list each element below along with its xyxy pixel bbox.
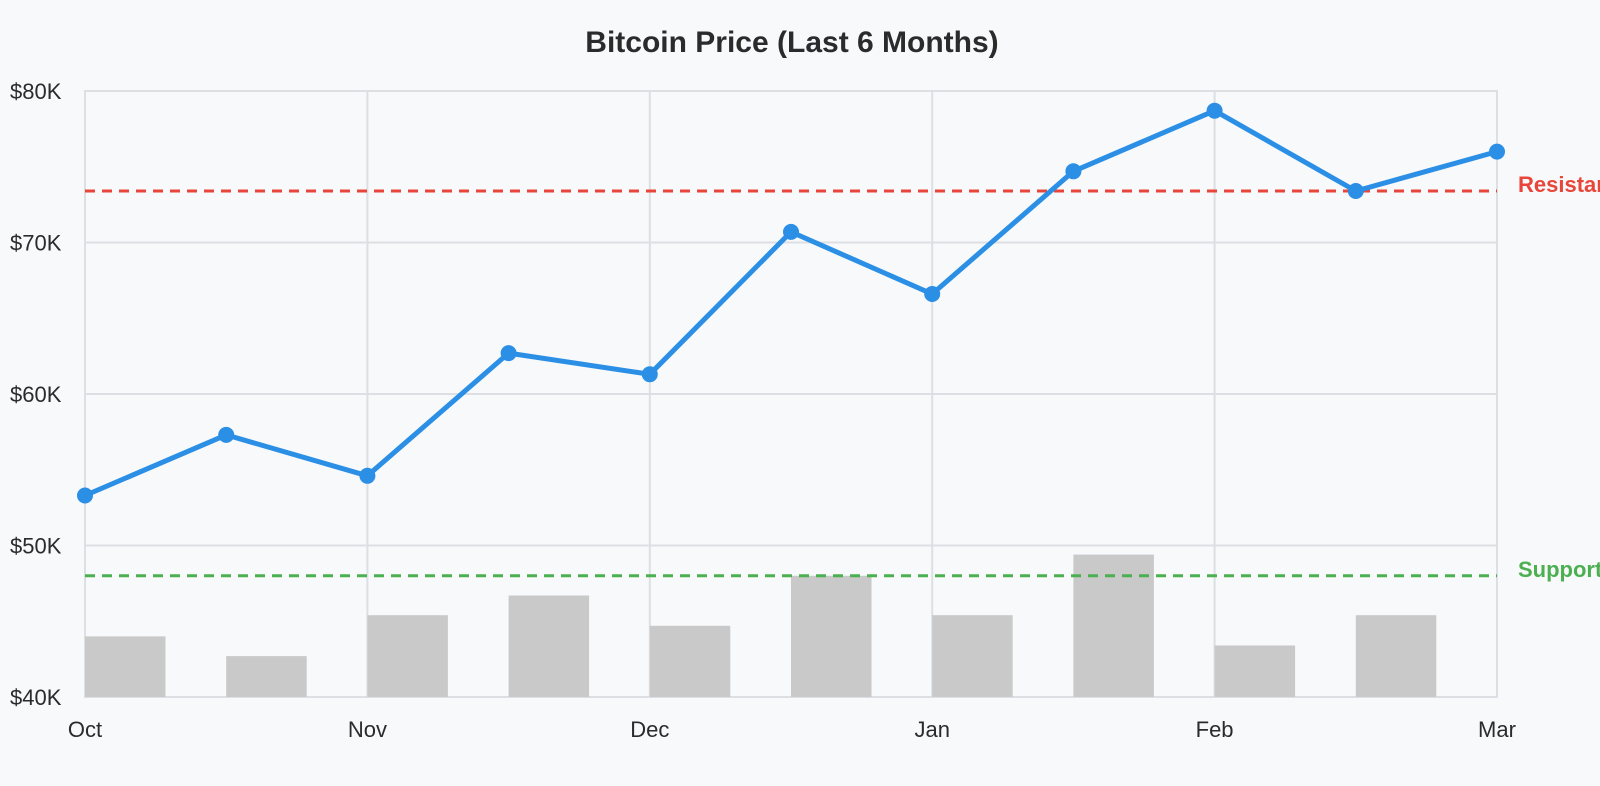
volume-bar: [367, 615, 448, 697]
price-point: [218, 426, 235, 443]
volume-bar: [932, 615, 1013, 697]
reference-line-label: Resistance: [1518, 172, 1600, 197]
volume-bar: [1214, 645, 1296, 697]
x-tick-label: Mar: [1478, 717, 1516, 742]
y-tick-label: $40K: [10, 685, 62, 710]
volume-bar: [649, 625, 731, 697]
reference-line-label: Support: [1518, 557, 1600, 582]
price-line: [84, 108, 1498, 498]
price-point: [924, 286, 941, 303]
price-point: [783, 223, 799, 240]
axis-labels: $40K $50K $60K $70K $80K Oct Nov Dec Jan Feb Mar: [10, 79, 1516, 742]
price-point: [1206, 102, 1223, 119]
volume-bar: [1355, 615, 1437, 697]
price-point: [641, 366, 658, 383]
price-point: [77, 487, 93, 504]
x-tick-label: Dec: [630, 717, 669, 742]
price-point: [1347, 182, 1364, 199]
volume-bars: [85, 554, 1437, 697]
volume-bar: [85, 636, 166, 697]
volume-bar: [1073, 554, 1154, 697]
y-tick-label: $70K: [10, 231, 62, 256]
volume-bar: [226, 656, 307, 697]
volume-bar: [508, 595, 590, 697]
price-series: [77, 102, 1505, 504]
x-tick-label: Feb: [1196, 717, 1234, 742]
y-tick-label: $80K: [10, 79, 62, 104]
x-tick-label: Nov: [348, 717, 387, 742]
chart-title: Bitcoin Price (Last 6 Months): [585, 26, 998, 59]
reference-lines: Resistance Support: [85, 172, 1600, 582]
y-tick-label: $60K: [10, 382, 62, 407]
price-point: [1489, 143, 1505, 160]
y-tick-label: $50K: [10, 534, 62, 559]
price-point: [1065, 163, 1082, 180]
price-point: [359, 467, 376, 484]
x-tick-label: Jan: [914, 717, 949, 742]
x-tick-label: Oct: [68, 717, 102, 742]
volume-bar: [791, 575, 872, 697]
price-point: [500, 345, 517, 362]
